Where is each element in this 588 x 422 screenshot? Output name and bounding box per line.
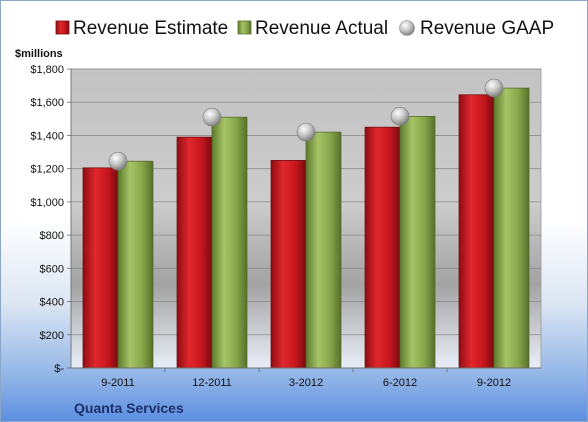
- x-tick-label: 9-2012: [477, 377, 511, 389]
- bar-revenue-actual: [211, 116, 248, 369]
- bar-revenue-estimate: [364, 126, 401, 369]
- x-tick-label: 6-2012: [383, 377, 417, 389]
- y-tick-label: $200: [40, 330, 64, 342]
- x-axis: 9-2011 12-2011 3-2012 6-2012 9-2012: [101, 368, 511, 389]
- bar-revenue-estimate: [176, 136, 213, 369]
- y-tick-label: $800: [40, 230, 64, 242]
- legend-swatch-gaap: [399, 20, 415, 36]
- bar-revenue-estimate: [82, 167, 119, 369]
- y-tick-label: $1,600: [30, 97, 64, 109]
- y-tick-label: $400: [40, 297, 64, 309]
- y-tick-label: $600: [40, 263, 64, 275]
- marker-revenue-gaap: [108, 151, 128, 171]
- x-tick-label: 12-2011: [192, 377, 232, 389]
- y-tick-label: $1,000: [30, 197, 64, 209]
- bars: [82, 87, 530, 369]
- legend: Revenue Estimate Revenue Actual Revenue …: [55, 18, 554, 39]
- x-tick-label: 3-2012: [289, 377, 323, 389]
- marker-revenue-gaap: [296, 122, 316, 142]
- bar-revenue-actual: [399, 115, 436, 369]
- legend-swatch-actual: [237, 20, 252, 35]
- y-axis: $- $200 $400 $600 $800 $1,000 $1,200 $1,400 $1,6…: [30, 64, 72, 375]
- bar-revenue-actual: [493, 87, 530, 369]
- marker-revenue-gaap: [390, 107, 410, 126]
- bar-revenue-actual: [117, 160, 154, 369]
- y-tick-label: $1,800: [30, 64, 64, 76]
- company-name: Quanta Services: [74, 400, 184, 416]
- y-tick-label: $1,400: [30, 130, 64, 142]
- bar-revenue-estimate: [270, 160, 307, 369]
- bar-revenue-actual: [305, 131, 342, 369]
- gaap-markers: [108, 78, 504, 171]
- legend-label-gaap: Revenue GAAP: [420, 18, 554, 39]
- y-axis-unit-label: $millions: [15, 48, 63, 60]
- legend-label-estimate: Revenue Estimate: [73, 18, 228, 39]
- y-tick-label: $1,200: [30, 164, 64, 176]
- marker-revenue-gaap: [202, 107, 222, 127]
- legend-swatch-estimate: [55, 20, 70, 35]
- marker-revenue-gaap: [484, 78, 504, 98]
- bar-revenue-estimate: [458, 94, 495, 369]
- y-tick-label: $-: [54, 363, 64, 375]
- legend-label-actual: Revenue Actual: [255, 18, 388, 39]
- x-tick-label: 9-2011: [101, 377, 134, 389]
